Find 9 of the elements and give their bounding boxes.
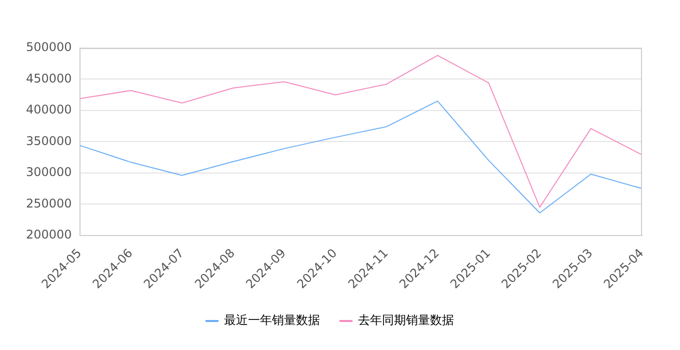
y-tick-label: 300000 (26, 165, 72, 180)
y-tick-label: 450000 (26, 71, 72, 86)
y-tick-label: 500000 (26, 40, 72, 54)
y-tick-label: 250000 (26, 196, 72, 210)
legend-label: 最近一年销量数据 (224, 313, 320, 328)
y-tick-label: 350000 (26, 134, 72, 148)
y-tick-label: 200000 (26, 227, 72, 242)
legend-label: 去年同期销量数据 (358, 313, 454, 328)
y-tick-label: 400000 (26, 102, 72, 117)
